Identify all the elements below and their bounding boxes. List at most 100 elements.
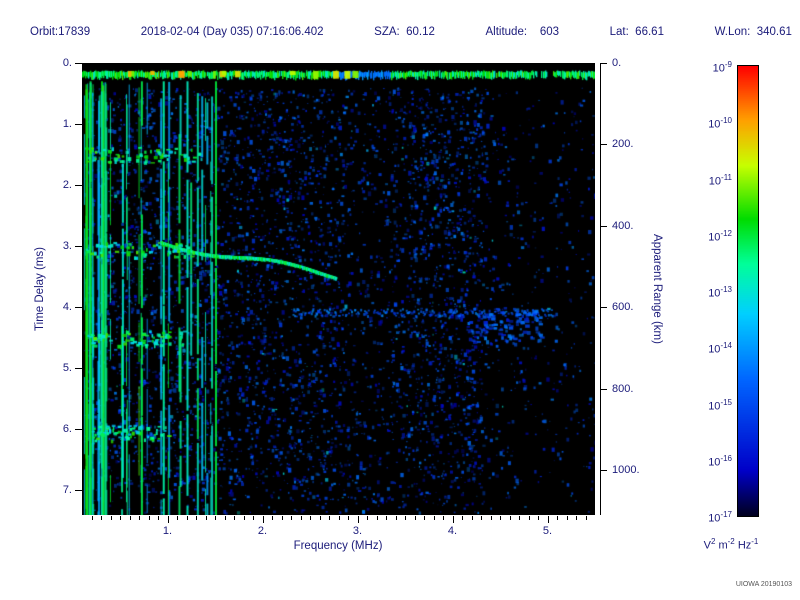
frequency-minor-tick <box>424 516 425 520</box>
frequency-minor-tick <box>481 516 482 520</box>
frequency-minor-tick <box>243 516 245 520</box>
frequency-minor-tick <box>414 516 416 520</box>
units-m: m <box>718 539 728 552</box>
frequency-minor-tick <box>158 516 159 520</box>
frequency-tick-label: 4. <box>447 525 458 537</box>
frequency-tick <box>262 516 264 523</box>
colorbar-tick-label: 10-13 <box>708 285 732 300</box>
frequency-minor-tick <box>528 516 530 520</box>
frequency-minor-tick <box>129 516 131 520</box>
time-delay-tick <box>75 184 82 186</box>
colorbar-units-label: V2 m-2 Hz-1 <box>690 537 772 552</box>
time-delay-tick <box>75 428 82 430</box>
credit-text: UIOWA 20190103 <box>735 581 792 588</box>
apparent-range-tick-label: 1000. <box>612 463 640 476</box>
apparent-range-tick <box>600 63 607 64</box>
header-info: Orbit:17839 2018-02-04 (Day 035) 07:16:0… <box>30 26 792 38</box>
time-delay-axis-title: Time Delay (ms) <box>34 247 46 331</box>
frequency-minor-tick <box>538 516 539 520</box>
apparent-range-tick-label: 200. <box>612 138 634 151</box>
frequency-tick <box>547 516 549 523</box>
apparent-range-tick <box>600 144 607 146</box>
apparent-range-tick-label: 800. <box>612 382 634 395</box>
time-delay-tick <box>75 306 82 308</box>
apparent-range-tick <box>600 469 607 471</box>
time-delay-tick <box>75 367 82 369</box>
frequency-minor-tick <box>367 516 368 520</box>
time-delay-tick-label: 7. <box>62 483 72 496</box>
colorbar-tick-label: 10-12 <box>708 228 732 244</box>
colorbar-tick-label: 10-11 <box>708 172 732 188</box>
apparent-range-tick <box>600 388 607 390</box>
frequency-minor-tick <box>110 516 112 520</box>
frequency-minor-tick <box>443 516 444 520</box>
units-v: V <box>703 539 711 552</box>
frequency-minor-tick <box>509 516 511 520</box>
frequency-minor-tick <box>139 516 140 520</box>
frequency-minor-tick <box>205 516 207 520</box>
sza-value: SZA: 60.12 <box>374 26 435 38</box>
altitude-value: Altitude: 603 <box>485 26 560 38</box>
frequency-minor-tick <box>224 516 226 520</box>
frequency-tick-label: 2. <box>257 525 268 537</box>
frequency-minor-tick <box>433 516 435 520</box>
frequency-minor-tick <box>234 516 235 520</box>
spectrogram-canvas <box>82 63 595 515</box>
frequency-minor-tick <box>376 516 378 520</box>
frequency-minor-tick <box>490 516 492 520</box>
apparent-range-tick-label: 0. <box>612 57 622 69</box>
frequency-minor-tick <box>395 516 397 520</box>
time-delay-tick <box>75 123 82 125</box>
apparent-range-tick <box>600 307 607 309</box>
frequency-minor-tick <box>566 516 568 520</box>
frequency-minor-tick <box>272 516 273 520</box>
apparent-range-tick <box>600 225 607 227</box>
frequency-minor-tick <box>148 516 150 520</box>
frequency-tick <box>357 516 359 523</box>
frequency-minor-tick <box>91 516 93 520</box>
frequency-tick-label: 1. <box>162 525 173 537</box>
frequency-minor-tick <box>500 516 501 520</box>
frequency-minor-tick <box>519 516 520 520</box>
frequency-minor-tick <box>557 516 558 520</box>
frequency-tick-label: 3. <box>352 525 363 537</box>
colorbar-gradient <box>737 65 759 517</box>
units-hz-exp: -1 <box>751 537 759 546</box>
frequency-minor-tick <box>177 516 178 520</box>
frequency-minor-tick <box>462 516 463 520</box>
time-delay-tick-label: 5. <box>62 361 72 374</box>
apparent-range-axis-title: Apparent Range (km) <box>651 234 663 344</box>
units-hz: Hz <box>737 539 752 552</box>
frequency-minor-tick <box>101 516 102 520</box>
frequency-minor-tick <box>120 516 121 520</box>
frequency-tick <box>167 516 169 523</box>
time-delay-tick-label: 6. <box>62 422 72 435</box>
frequency-minor-tick <box>386 516 387 520</box>
frequency-tick <box>452 516 454 523</box>
frequency-tick-label: 5. <box>542 525 553 537</box>
frequency-axis-title: Frequency (MHz) <box>293 540 383 552</box>
units-v-exp: 2 <box>710 537 716 546</box>
time-delay-tick <box>75 63 82 64</box>
frequency-minor-tick <box>348 516 349 520</box>
latitude-value: Lat: 66.61 <box>609 26 664 38</box>
frequency-minor-tick <box>471 516 473 520</box>
frequency-minor-tick <box>215 516 216 520</box>
frequency-minor-tick <box>196 516 197 520</box>
frequency-minor-tick <box>310 516 311 520</box>
frequency-minor-tick <box>338 516 340 520</box>
time-delay-tick <box>75 245 82 247</box>
colorbar-tick-label: 10-16 <box>708 453 732 469</box>
colorbar-tick-label: 10-14 <box>708 341 732 356</box>
apparent-range-tick-label: 400. <box>612 219 634 232</box>
frequency-minor-tick <box>405 516 406 520</box>
orbit-value: Orbit:17839 <box>30 26 91 38</box>
units-m-exp: -2 <box>727 537 735 546</box>
colorbar-tick-label: 10-15 <box>708 397 732 413</box>
frequency-minor-tick <box>281 516 283 520</box>
time-delay-tick-label: 0. <box>62 57 72 69</box>
time-delay-tick <box>75 489 82 491</box>
colorbar-tick-label: 10-9 <box>712 60 732 75</box>
colorbar-tick-label: 10-10 <box>708 116 732 131</box>
time-delay-tick-label: 2. <box>62 178 72 191</box>
